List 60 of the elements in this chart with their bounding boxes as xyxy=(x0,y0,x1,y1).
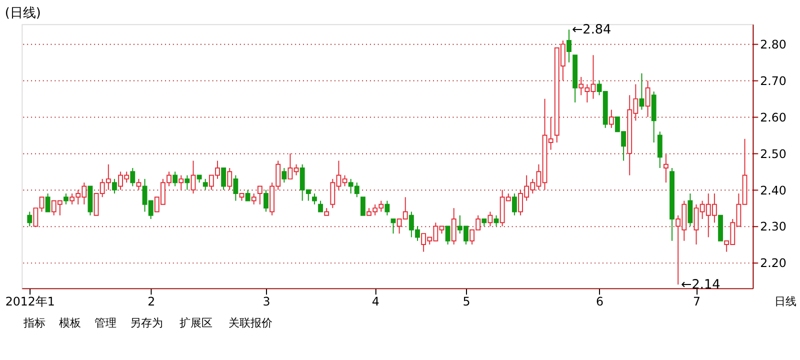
candlestick xyxy=(233,174,238,202)
annotation: ←2.14 xyxy=(681,277,720,292)
chart-title: (日线) xyxy=(4,6,41,21)
candlestick xyxy=(639,72,644,110)
y-tick-label: 2.80 xyxy=(760,38,786,52)
candlestick xyxy=(257,186,262,205)
candlestick xyxy=(282,168,287,184)
candlestick xyxy=(112,178,117,194)
candlestick xyxy=(172,171,178,187)
candlestick xyxy=(645,80,650,118)
y-tick-label: 2.50 xyxy=(760,146,786,161)
candlestick xyxy=(227,168,232,190)
x-tick-label: 3 xyxy=(262,294,270,308)
candlestick xyxy=(512,193,517,216)
candlestick xyxy=(264,189,268,212)
candlestick xyxy=(136,178,142,190)
candlestick xyxy=(445,226,450,245)
text: 管理 xyxy=(94,316,117,330)
candlestick xyxy=(688,193,693,227)
candlestick xyxy=(312,193,317,205)
candlestick xyxy=(318,200,323,212)
candlestick xyxy=(657,131,662,168)
text: 关联报价 xyxy=(228,316,273,330)
candlestick xyxy=(45,193,50,212)
candlestick xyxy=(251,193,256,205)
text: 日线 xyxy=(774,294,796,308)
candlestick xyxy=(190,160,196,194)
y-tick-label: 2.30 xyxy=(760,220,786,234)
x-tick-label: 4 xyxy=(372,294,380,308)
candlestick xyxy=(202,178,208,190)
candlestick xyxy=(451,208,456,245)
x-tick-label: 2 xyxy=(148,294,156,308)
text: 另存为 xyxy=(130,316,164,330)
candlestick xyxy=(130,168,136,187)
candlestick xyxy=(245,189,250,202)
candlestick xyxy=(488,211,493,227)
candlestick xyxy=(384,200,390,216)
candlestick xyxy=(184,174,190,190)
candlestick xyxy=(64,193,68,205)
annotation: ←2.84 xyxy=(572,22,612,38)
text: 模板 xyxy=(59,316,82,330)
y-tick-label: 2.60 xyxy=(760,110,786,124)
candlestick xyxy=(221,168,226,190)
x-tick-label: 6 xyxy=(596,294,604,308)
y-tick-label: 2.40 xyxy=(760,183,786,198)
candlestick xyxy=(27,211,32,227)
candlestick xyxy=(390,218,396,234)
candlestick xyxy=(360,196,366,216)
text: 扩展区 xyxy=(179,316,212,330)
y-tick-label: 2.70 xyxy=(760,74,786,88)
x-tick-label: 7 xyxy=(693,294,701,308)
y-tick-label: 2.20 xyxy=(760,256,786,270)
candlestick xyxy=(608,109,614,128)
x-tick-label: 2012年1 xyxy=(5,294,55,308)
candlestick xyxy=(664,152,668,184)
text: 指标 xyxy=(22,316,46,330)
x-tick-label: 5 xyxy=(462,294,470,308)
candlestick xyxy=(566,29,572,63)
candlestick xyxy=(494,214,499,227)
candlestick xyxy=(178,174,184,190)
